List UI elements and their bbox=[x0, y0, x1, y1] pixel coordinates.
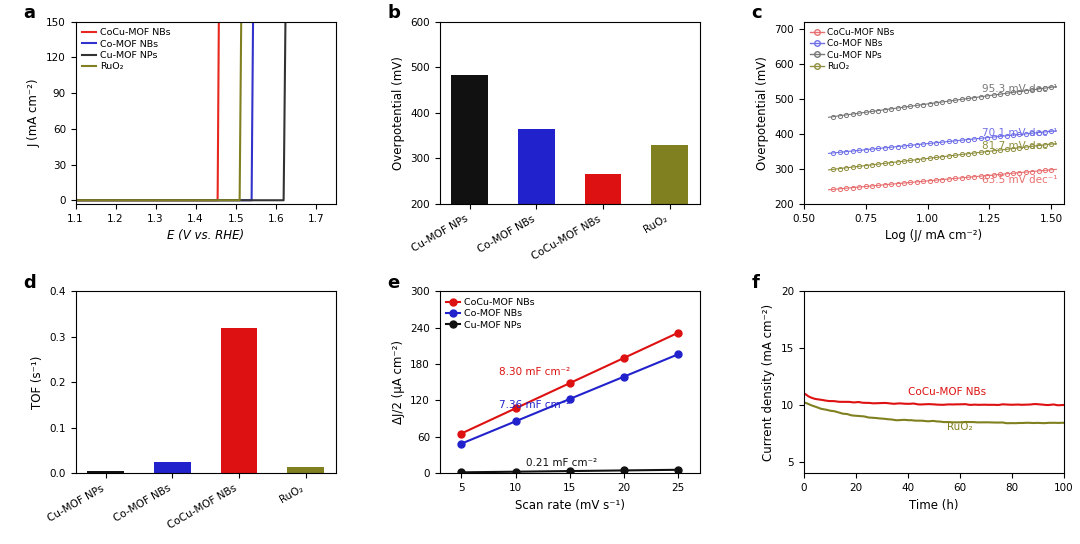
Co-MOF NBs bbox=[455, 441, 468, 447]
X-axis label: Log (J/ mA cm⁻²): Log (J/ mA cm⁻²) bbox=[886, 229, 983, 242]
CoCu-MOF NBs bbox=[329, 18, 342, 25]
Text: a: a bbox=[24, 4, 36, 22]
Bar bbox=[87, 471, 124, 473]
Co-MOF NBs bbox=[618, 373, 631, 380]
Cu-MOF NPs bbox=[195, 197, 208, 203]
Cu-MOF NPs bbox=[279, 18, 292, 25]
Cu-MOF NPs bbox=[329, 18, 342, 25]
Y-axis label: TOF (s⁻¹): TOF (s⁻¹) bbox=[31, 356, 44, 409]
Line: CoCu-MOF NBs: CoCu-MOF NBs bbox=[458, 329, 681, 437]
Bar bbox=[154, 462, 191, 473]
Co-MOF NBs bbox=[189, 197, 202, 203]
CoCu-MOF NBs bbox=[564, 380, 577, 386]
Co-MOF NBs bbox=[564, 395, 577, 402]
Text: 95.3 mV dec⁻¹: 95.3 mV dec⁻¹ bbox=[982, 84, 1057, 94]
CoCu-MOF NBs bbox=[195, 197, 208, 203]
Text: CoCu-MOF NBs: CoCu-MOF NBs bbox=[908, 387, 986, 397]
CoCu-MOF NBs bbox=[455, 430, 468, 437]
RuO₂ bbox=[322, 18, 335, 25]
Text: 63.5 mV dec⁻¹: 63.5 mV dec⁻¹ bbox=[982, 175, 1057, 185]
Cu-MOF NPs bbox=[69, 197, 82, 203]
RuO₂ bbox=[322, 18, 335, 25]
Co-MOF NBs bbox=[69, 197, 82, 203]
Cu-MOF NPs bbox=[322, 18, 335, 25]
RuO₂ bbox=[189, 197, 202, 203]
Cu-MOF NPs bbox=[322, 18, 335, 25]
CoCu-MOF NBs bbox=[82, 197, 95, 203]
CoCu-MOF NBs bbox=[69, 197, 82, 203]
Bar bbox=[287, 467, 324, 473]
Text: 70.1 mV dec⁻¹: 70.1 mV dec⁻¹ bbox=[982, 127, 1057, 138]
Text: 8.30 mF cm⁻²: 8.30 mF cm⁻² bbox=[499, 367, 570, 377]
Co-MOF NBs bbox=[672, 351, 685, 357]
Y-axis label: Overpotential (mV): Overpotential (mV) bbox=[756, 56, 769, 170]
Bar bbox=[651, 145, 688, 204]
Cu-MOF NPs bbox=[564, 468, 577, 474]
Line: Cu-MOF NPs: Cu-MOF NPs bbox=[76, 22, 336, 200]
CoCu-MOF NBs bbox=[189, 197, 202, 203]
RuO₂ bbox=[195, 197, 208, 203]
CoCu-MOF NBs bbox=[274, 18, 287, 25]
Y-axis label: J (mA cm⁻²): J (mA cm⁻²) bbox=[28, 78, 41, 147]
Text: b: b bbox=[388, 4, 401, 22]
Co-MOF NBs bbox=[322, 18, 335, 25]
Line: Cu-MOF NPs: Cu-MOF NPs bbox=[458, 466, 681, 476]
Bar bbox=[220, 327, 257, 473]
RuO₂ bbox=[234, 18, 247, 25]
CoCu-MOF NBs bbox=[672, 330, 685, 336]
Text: c: c bbox=[752, 4, 762, 22]
Y-axis label: Current density (mA cm⁻²): Current density (mA cm⁻²) bbox=[762, 304, 775, 461]
Text: 7.36 mF cm⁻²: 7.36 mF cm⁻² bbox=[499, 400, 570, 410]
CoCu-MOF NBs bbox=[213, 18, 226, 25]
RuO₂ bbox=[82, 197, 95, 203]
Cu-MOF NPs bbox=[455, 469, 468, 475]
Text: 81.7 mV dec⁻¹: 81.7 mV dec⁻¹ bbox=[982, 140, 1057, 151]
Legend: CoCu-MOF NBs, Co-MOF NBs, Cu-MOF NPs, RuO₂: CoCu-MOF NBs, Co-MOF NBs, Cu-MOF NPs, Ru… bbox=[808, 26, 896, 73]
Co-MOF NBs bbox=[82, 197, 95, 203]
X-axis label: Scan rate (mV s⁻¹): Scan rate (mV s⁻¹) bbox=[515, 498, 624, 511]
Cu-MOF NPs bbox=[274, 197, 287, 203]
Cu-MOF NPs bbox=[189, 197, 202, 203]
RuO₂ bbox=[329, 18, 342, 25]
Line: RuO₂: RuO₂ bbox=[76, 22, 336, 200]
Co-MOF NBs bbox=[195, 197, 208, 203]
Text: e: e bbox=[388, 274, 400, 292]
Y-axis label: Overpotential (mV): Overpotential (mV) bbox=[392, 56, 405, 170]
Line: Co-MOF NBs: Co-MOF NBs bbox=[76, 22, 336, 200]
Cu-MOF NPs bbox=[672, 467, 685, 473]
Text: 0.21 mF cm⁻²: 0.21 mF cm⁻² bbox=[526, 458, 597, 468]
RuO₂ bbox=[69, 197, 82, 203]
Text: f: f bbox=[752, 274, 759, 292]
Co-MOF NBs bbox=[329, 18, 342, 25]
Line: CoCu-MOF NBs: CoCu-MOF NBs bbox=[76, 22, 336, 200]
Bar bbox=[518, 129, 555, 204]
Bar bbox=[584, 174, 621, 204]
X-axis label: Time (h): Time (h) bbox=[909, 498, 959, 511]
Co-MOF NBs bbox=[274, 18, 287, 25]
Bar bbox=[451, 76, 488, 204]
Cu-MOF NPs bbox=[509, 468, 522, 475]
Legend: CoCu-MOF NBs, Co-MOF NBs, Cu-MOF NPs, RuO₂: CoCu-MOF NBs, Co-MOF NBs, Cu-MOF NPs, Ru… bbox=[80, 27, 173, 73]
CoCu-MOF NBs bbox=[509, 405, 522, 412]
Co-MOF NBs bbox=[509, 418, 522, 425]
RuO₂ bbox=[274, 18, 287, 25]
Co-MOF NBs bbox=[322, 18, 335, 25]
Legend: CoCu-MOF NBs, Co-MOF NBs, Cu-MOF NPs: CoCu-MOF NBs, Co-MOF NBs, Cu-MOF NPs bbox=[444, 296, 537, 331]
Y-axis label: ΔJ/2 (μA cm⁻²): ΔJ/2 (μA cm⁻²) bbox=[392, 340, 405, 424]
Cu-MOF NPs bbox=[618, 467, 631, 474]
CoCu-MOF NBs bbox=[322, 18, 335, 25]
Cu-MOF NPs bbox=[82, 197, 95, 203]
Text: RuO₂: RuO₂ bbox=[947, 422, 972, 432]
Co-MOF NBs bbox=[246, 18, 259, 25]
X-axis label: E (V vs. RHE): E (V vs. RHE) bbox=[167, 229, 244, 242]
Line: Co-MOF NBs: Co-MOF NBs bbox=[458, 351, 681, 447]
CoCu-MOF NBs bbox=[618, 355, 631, 361]
Text: d: d bbox=[24, 274, 37, 292]
CoCu-MOF NBs bbox=[322, 18, 335, 25]
